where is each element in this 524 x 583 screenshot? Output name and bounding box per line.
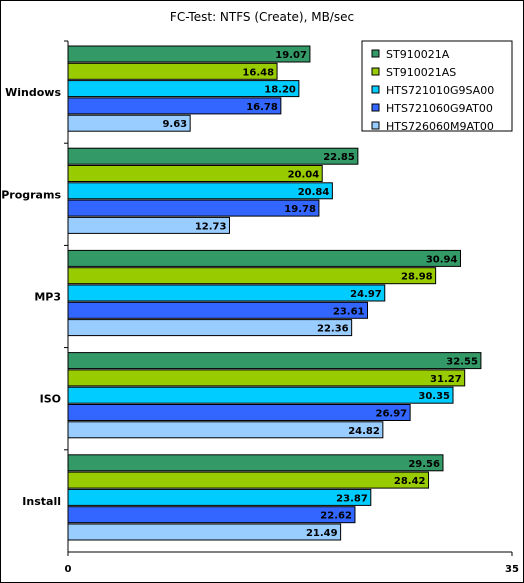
bar-iso-series-4 [67,404,411,421]
bar-mp3-series-5 [67,319,353,337]
bar-mp3-series-2 [67,267,437,285]
bar-iso-series-3 [67,386,454,404]
chart-title: FC-Test: NTFS (Create), MB/sec [170,10,354,24]
bar-mp3-series-4 [67,301,369,319]
legend-label: ST910021AS [386,66,456,79]
data-label: 22.36 [317,324,349,335]
data-label: 20.04 [288,170,320,181]
data-label: 21.49 [306,528,338,539]
x-tick-label: 0 [65,564,72,575]
data-label: 12.73 [195,221,227,232]
legend-label: HTS721010G9SA00 [386,84,494,97]
bar-install-series-3 [67,488,372,506]
data-label: 29.56 [408,459,440,470]
data-label: 19.07 [275,50,307,61]
legend-label: HTS721060G9AT00 [386,102,493,115]
data-label: 16.78 [246,102,278,113]
category-label-programs: Programs [1,188,61,201]
data-label: 22.62 [320,511,352,522]
legend-swatch [371,103,380,112]
data-label: 23.87 [336,493,368,504]
data-label: 24.82 [348,426,380,437]
bar-install-series-2 [67,471,430,489]
bar-install-series-1 [67,454,444,472]
bar-windows-series-1 [67,45,311,63]
legend-swatch [371,49,380,58]
bar-iso-series-1 [67,352,482,370]
legend-box [361,40,513,132]
data-label: 19.78 [284,204,316,215]
bar-iso-series-5 [67,421,384,439]
legend-label: HTS726060M9AT00 [386,120,494,133]
data-label: 22.85 [323,152,355,163]
data-label: 30.94 [426,254,458,265]
category-label-iso: ISO [40,393,61,406]
data-label: 26.97 [375,409,407,420]
bar-iso-series-2 [67,369,466,387]
data-label: 18.20 [264,85,296,96]
legend-label: ST910021A [386,48,450,61]
legend-swatch [371,67,380,76]
category-label-windows: Windows [5,86,61,99]
data-label: 32.55 [446,357,478,368]
legend: ST910021A ST910021AS HTS721010G9SA00 HTS721… [361,40,513,133]
data-label: 20.84 [298,187,330,198]
bar-programs-series-1 [67,147,359,165]
category-label-mp3: MP3 [34,291,61,304]
data-label: 23.61 [333,306,365,317]
bar-install-series-5 [67,523,342,541]
bar-programs-series-4 [67,199,320,217]
data-label: 30.35 [418,391,450,402]
bar-mp3-series-1 [67,249,461,267]
bar-programs-series-2 [67,165,323,182]
data-label: 16.48 [242,67,274,78]
legend-swatch [371,121,380,130]
bar-mp3-series-3 [67,284,386,302]
data-label: 9.63 [162,119,187,130]
bar-install-series-4 [67,506,356,524]
data-label: 24.97 [350,289,382,300]
data-label: 31.27 [430,374,462,385]
data-label: 28.42 [394,476,426,487]
x-tick-label: 35 [505,564,519,575]
legend-swatch [371,85,380,94]
bar-programs-series-3 [67,182,333,200]
category-label-install: Install [22,495,61,508]
data-label: 28.98 [401,272,433,283]
